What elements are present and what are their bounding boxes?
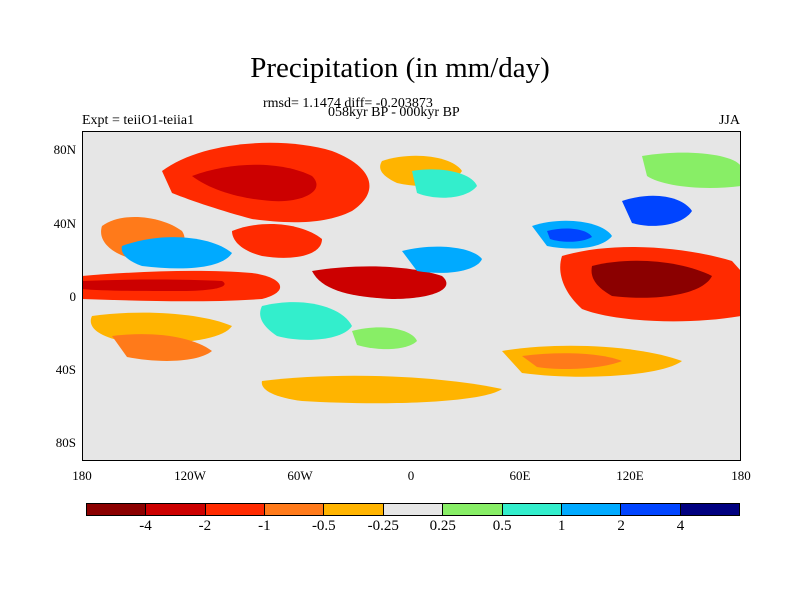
colorbar-swatch — [324, 504, 384, 515]
anomaly-strong-neg-itcz — [82, 279, 225, 291]
colorbar-label: -4 — [139, 518, 152, 534]
colorbar-label: 0.5 — [492, 518, 512, 534]
colorbar-swatch — [561, 504, 622, 515]
map-frame — [82, 131, 741, 461]
anomaly-pos-south-atlantic — [352, 327, 417, 350]
anomaly-pos-africa — [402, 246, 482, 273]
anomaly-pos-siberia — [642, 152, 741, 188]
anomaly-neg-south-indian-2 — [522, 353, 622, 369]
colorbar-label: 1 — [557, 518, 566, 534]
plot-title: Precipitation (in mm/day) — [250, 52, 550, 84]
colorbar-label: 4 — [676, 518, 685, 534]
experiment-label: Expt = teiiO1-teiia1 — [82, 113, 195, 128]
anomaly-neg-south-pacific-2 — [112, 334, 212, 361]
lat-label-40n: 40N — [53, 216, 76, 231]
anomaly-pos-eurasia — [412, 169, 477, 198]
lat-label-40s: 40S — [55, 362, 76, 377]
anomaly-neg-southern-ocean — [261, 375, 502, 404]
colorbar-swatch — [502, 504, 562, 515]
map-svg — [82, 131, 741, 461]
rmsd-diff-stats: rmsd= 1.1474 diff= -0.203873 — [263, 96, 433, 111]
colorbar-swatch — [443, 504, 503, 515]
colorbar-label: -1 — [258, 518, 271, 534]
anomaly-pos-east-pacific — [121, 237, 232, 269]
anomaly-pos-asia — [622, 195, 692, 226]
season-label: JJA — [718, 113, 740, 128]
colorbar-swatch — [205, 504, 266, 515]
colorbar-label: -0.25 — [367, 518, 399, 534]
colorbar-label: -2 — [198, 518, 212, 534]
anomaly-strong-pos-indian — [547, 228, 592, 242]
colorbar-swatch — [680, 504, 739, 515]
lon-label-0: 0 — [407, 468, 415, 483]
lat-label-80s: 80S — [55, 435, 76, 450]
precipitation-anomaly-map — [82, 131, 741, 461]
colorbar-label: 2 — [617, 518, 625, 534]
colorbar-label: -0.5 — [311, 518, 336, 534]
anomaly-strong-neg-canada — [192, 164, 317, 202]
lat-label-eq: 0 — [69, 289, 77, 304]
lon-label-120w: 120W — [174, 468, 206, 483]
colorbar-swatch — [383, 504, 444, 515]
lon-label-180w: 180 — [72, 468, 92, 483]
lon-label-60e: 60E — [509, 468, 531, 483]
colorbar-label: 0.25 — [429, 518, 456, 534]
anomaly-neg-itcz-atlantic — [312, 266, 447, 299]
period-label: 058kyr BP - 000kyr BP — [328, 105, 460, 120]
lon-label-60w: 60W — [287, 468, 313, 483]
anomaly-pos-south-america — [260, 302, 352, 340]
lon-label-180e: 180 — [731, 468, 751, 483]
lon-label-120e: 120E — [616, 468, 644, 483]
colorbar-swatch — [621, 504, 681, 515]
colorbar-swatch — [265, 504, 325, 515]
colorbar-swatch — [146, 504, 206, 515]
anomaly-neg-caribbean — [232, 224, 322, 258]
colorbar-swatch — [87, 504, 147, 515]
anomaly-strong-neg-maritime — [591, 260, 712, 298]
colorbar — [86, 503, 740, 516]
lat-label-80n: 80N — [53, 142, 76, 157]
